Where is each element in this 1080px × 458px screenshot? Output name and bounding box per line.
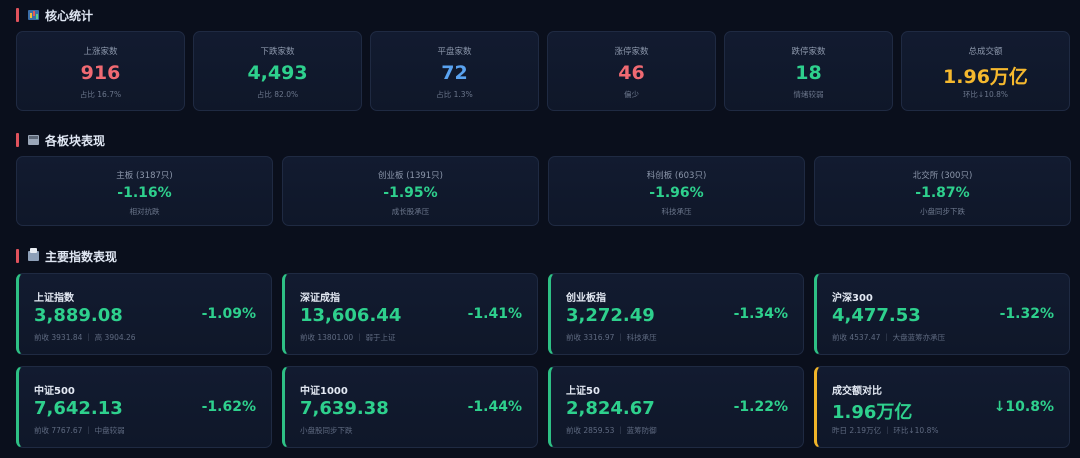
index-value: 7,639.38 (300, 398, 389, 419)
index-meta: 小盘股同步下跌 (300, 426, 353, 435)
section-accent-bar (16, 249, 19, 263)
index-meta: 前收 4537.47 ｜ 大盘蓝筹亦承压 (832, 333, 946, 342)
stat-label: 跌停家数 (791, 47, 826, 57)
index-value: 4,477.53 (832, 305, 921, 326)
index-change: -1.62% (201, 399, 256, 415)
index-change: -1.22% (733, 399, 788, 415)
index-meta: 前收 3316.97 ｜ 科技承压 (566, 333, 657, 342)
stat-card-limit-down: 跌停家数 18 情绪较弱 (724, 31, 893, 111)
index-value: 3,889.08 (34, 305, 123, 326)
index-name: 上证50 (566, 386, 600, 397)
index-meta: 前收 13801.00 ｜ 弱于上证 (300, 333, 396, 342)
stat-card-rising: 上涨家数 916 占比 16.7% (16, 31, 185, 111)
index-card-csi1000: 中证1000 7,639.38 -1.44% 小盘股同步下跌 (282, 366, 538, 448)
board-card-main: 主板 (3187只) -1.16% 相对抗跌 (16, 156, 273, 226)
stat-value: 4,493 (247, 62, 308, 84)
board-card-chinext: 创业板 (1391只) -1.95% 成长股承压 (282, 156, 539, 226)
stat-value: 72 (441, 62, 468, 84)
index-value: 13,606.44 (300, 305, 402, 326)
stat-card-flat: 平盘家数 72 占比 1.3% (370, 31, 539, 111)
board-card-star: 科创板 (603只) -1.96% 科技承压 (548, 156, 805, 226)
index-change: ↓10.8% (993, 399, 1054, 415)
index-value: 3,272.49 (566, 305, 655, 326)
section-accent-bar (16, 8, 19, 22)
section-title-core-label: 核心统计 (45, 8, 94, 23)
index-value: 1.96万亿 (832, 402, 913, 423)
section-title-core: 核心统计 (16, 6, 93, 24)
board-label: 北交所 (300只) (912, 171, 973, 181)
stat-sub: 占比 82.0% (256, 90, 299, 99)
board-note: 科技承压 (661, 207, 692, 216)
board-card-bse: 北交所 (300只) -1.87% 小盘同步下跌 (814, 156, 1071, 226)
index-name: 中证1000 (300, 386, 348, 397)
section-title-indices-label: 主要指数表现 (45, 249, 118, 264)
board-change: -1.87% (915, 185, 970, 201)
stat-sub: 占比 16.7% (79, 90, 122, 99)
index-card-szse: 深证成指 13,606.44 -1.41% 前收 13801.00 ｜ 弱于上证 (282, 273, 538, 355)
section-title-indices: 主要指数表现 (16, 247, 117, 265)
index-card-sse50: 上证50 2,824.67 -1.22% 前收 2859.53 ｜ 蓝筹防御 (548, 366, 804, 448)
index-card-csi300: 沪深300 4,477.53 -1.32% 前收 4537.47 ｜ 大盘蓝筹亦… (814, 273, 1070, 355)
section-accent-bar (16, 133, 19, 147)
stat-sub: 情绪较弱 (793, 90, 824, 99)
stat-value: 916 (80, 62, 121, 84)
index-value: 2,824.67 (566, 398, 655, 419)
stat-label: 下跌家数 (260, 47, 295, 57)
board-label: 主板 (3187只) (116, 171, 173, 181)
stat-sub: 偏少 (624, 90, 639, 99)
stat-value: 18 (795, 62, 822, 84)
index-meta: 前收 7767.67 ｜ 中盘较弱 (34, 426, 125, 435)
board-change: -1.16% (117, 185, 172, 201)
stat-value: 46 (618, 62, 645, 84)
index-name: 中证500 (34, 386, 75, 397)
index-name: 创业板指 (566, 293, 606, 304)
index-card-sse: 上证指数 3,889.08 -1.09% 前收 3931.84 ｜ 高 3904… (16, 273, 272, 355)
section-title-boards: 各板块表现 (16, 131, 105, 149)
stat-card-falling: 下跌家数 4,493 占比 82.0% (193, 31, 362, 111)
index-card-turnover-compare: 成交额对比 1.96万亿 ↓10.8% 昨日 2.19万亿 ｜ 环比↓10.8% (814, 366, 1070, 448)
index-change: -1.32% (999, 306, 1054, 322)
stat-label: 涨停家数 (614, 47, 649, 57)
stat-sub: 占比 1.3% (436, 90, 473, 99)
board-note: 成长股承压 (391, 207, 430, 216)
board-label: 创业板 (1391只) (378, 171, 443, 181)
stat-card-turnover: 总成交额 1.96万亿 环比↓10.8% (901, 31, 1070, 111)
stat-sub: 环比↓10.8% (962, 90, 1009, 99)
index-name: 深证成指 (300, 293, 340, 304)
index-change: -1.41% (467, 306, 522, 322)
board-note: 相对抗跌 (129, 207, 160, 216)
index-meta: 前收 2859.53 ｜ 蓝筹防御 (566, 426, 657, 435)
stat-label: 平盘家数 (437, 47, 472, 57)
index-name: 上证指数 (34, 293, 74, 304)
index-name: 成交额对比 (832, 386, 882, 397)
index-change: -1.09% (201, 306, 256, 322)
package-icon (28, 135, 39, 145)
index-change: -1.34% (733, 306, 788, 322)
index-card-csi500: 中证500 7,642.13 -1.62% 前收 7767.67 ｜ 中盘较弱 (16, 366, 272, 448)
bar-chart-icon (28, 10, 39, 20)
index-change: -1.44% (467, 399, 522, 415)
index-value: 7,642.13 (34, 398, 123, 419)
stat-label: 总成交额 (968, 47, 1003, 57)
stat-label: 上涨家数 (83, 47, 118, 57)
section-title-boards-label: 各板块表现 (45, 133, 106, 148)
inbox-tray-icon (28, 248, 39, 261)
board-note: 小盘同步下跌 (920, 207, 965, 216)
index-meta: 前收 3931.84 ｜ 高 3904.26 (34, 333, 136, 342)
board-label: 科创板 (603只) (646, 171, 707, 181)
index-card-chinext: 创业板指 3,272.49 -1.34% 前收 3316.97 ｜ 科技承压 (548, 273, 804, 355)
index-name: 沪深300 (832, 293, 873, 304)
board-change: -1.96% (649, 185, 704, 201)
stat-value: 1.96万亿 (943, 66, 1028, 88)
stat-card-limit-up: 涨停家数 46 偏少 (547, 31, 716, 111)
index-meta: 昨日 2.19万亿 ｜ 环比↓10.8% (832, 426, 939, 435)
board-change: -1.95% (383, 185, 438, 201)
